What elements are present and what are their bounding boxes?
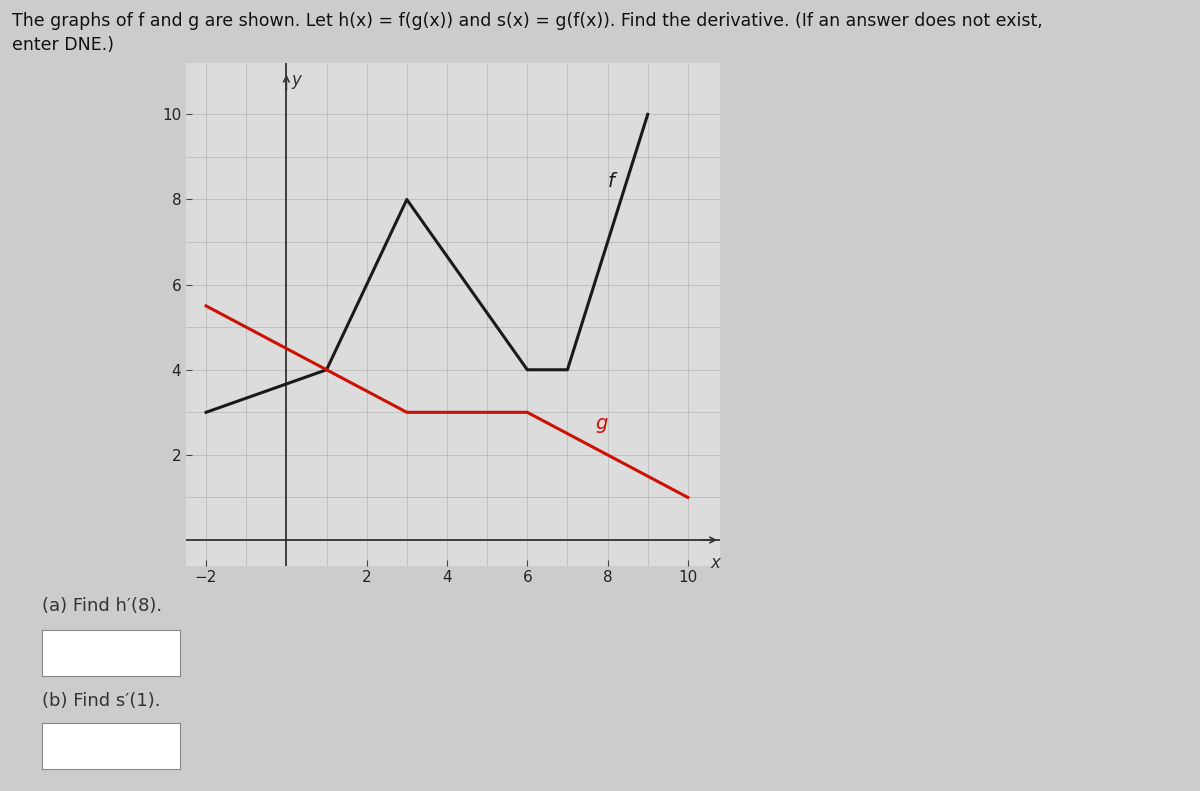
Text: (b) Find s′(1).: (b) Find s′(1). bbox=[42, 692, 161, 710]
Text: f: f bbox=[607, 172, 614, 191]
Text: y: y bbox=[292, 70, 301, 89]
Text: g: g bbox=[595, 414, 608, 433]
Text: The graphs of f and g are shown. Let h(x) = f(g(x)) and s(x) = g(f(x)). Find the: The graphs of f and g are shown. Let h(x… bbox=[12, 12, 1043, 30]
Text: enter DNE.): enter DNE.) bbox=[12, 36, 114, 54]
Text: x: x bbox=[710, 554, 720, 573]
Text: (a) Find h′(8).: (a) Find h′(8). bbox=[42, 597, 162, 615]
